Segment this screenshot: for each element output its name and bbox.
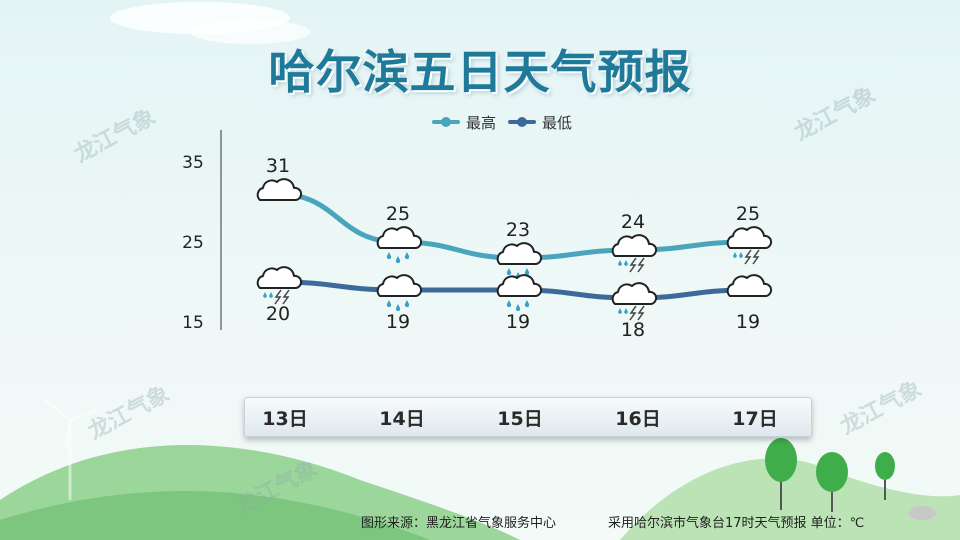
page-title: 哈尔滨五日天气预报 (268, 45, 692, 99)
green-hill (620, 458, 960, 540)
raindrop (524, 268, 530, 276)
raindrop (263, 292, 267, 298)
data-label-low: 19 (506, 311, 530, 333)
green-hill (0, 491, 430, 540)
data-label-high: 24 (621, 211, 645, 233)
cloud-shape (376, 274, 423, 297)
cloud-shape (376, 226, 423, 249)
legend-label-low: 最低 (542, 113, 573, 132)
cloud-decoration (190, 20, 310, 44)
lightning-bolt (629, 305, 637, 321)
lightning-bolt (274, 289, 282, 305)
data-label-high: 25 (736, 203, 760, 225)
tree-icon (816, 452, 848, 512)
raindrop (624, 260, 628, 266)
cloud-shape (256, 178, 303, 201)
wind-turbine-icon (44, 398, 99, 500)
date-label: 16日 (615, 408, 661, 430)
date-label: 14日 (379, 408, 425, 430)
date-label: 13日 (262, 408, 308, 430)
y-tick-label: 35 (182, 153, 204, 173)
raindrop (524, 300, 530, 308)
cloudy-icon (726, 274, 773, 297)
cloudy-icon (256, 178, 303, 201)
footer-note: 采用哈尔滨市气象台17时天气预报 单位：℃ (608, 516, 865, 531)
legend-swatch-high (432, 117, 460, 127)
lightning-bolt (744, 249, 752, 265)
temperature-chart: 15 25 35 31 25 23 24 25 20 19 19 18 19 (182, 130, 773, 341)
data-label-high: 23 (506, 219, 530, 241)
thunderstorm-icon (611, 282, 658, 321)
date-label: 15日 (497, 408, 543, 430)
raindrop (506, 300, 512, 308)
legend-item-high: 最高 (432, 112, 496, 133)
cloud-shape (611, 282, 658, 305)
legend-swatch-low (508, 117, 537, 127)
footer-source: 图形来源：黑龙江省气象服务中心 (361, 516, 557, 531)
raindrop (515, 304, 521, 312)
stone-decoration (908, 506, 936, 520)
y-tick-label: 25 (182, 233, 204, 253)
data-label-low: 19 (386, 311, 410, 333)
cloud-shape (256, 266, 303, 289)
data-label-high: 31 (266, 155, 290, 177)
y-tick-label: 15 (182, 313, 204, 333)
data-label-low: 20 (266, 303, 290, 325)
raindrop (404, 300, 410, 308)
date-label: 17日 (732, 408, 778, 430)
rain-icon (496, 274, 543, 312)
cloud-shape (726, 274, 773, 297)
thunderstorm-icon (611, 234, 658, 273)
raindrop (386, 252, 392, 260)
raindrop (739, 252, 743, 258)
raindrop (733, 252, 737, 258)
legend-item-low: 最低 (508, 112, 572, 133)
rain-icon (376, 226, 423, 264)
data-label-low: 18 (621, 319, 645, 341)
thunderstorm-icon (726, 226, 773, 265)
lightning-bolt (637, 257, 645, 273)
cloud-shape (496, 274, 543, 297)
data-label-low: 19 (736, 311, 760, 333)
tree-icon (875, 452, 895, 500)
data-label-high: 25 (386, 203, 410, 225)
cloud-shape (726, 226, 773, 249)
cloud-shape (496, 242, 543, 265)
rain-icon (376, 274, 423, 312)
raindrop (618, 260, 622, 266)
rain-icon (496, 242, 543, 280)
raindrop (618, 308, 622, 314)
tree-icon (765, 438, 797, 510)
date-bar (244, 397, 812, 437)
lightning-bolt (637, 305, 645, 321)
raindrop (395, 256, 401, 264)
chart-legend: 最高 最低 (432, 111, 572, 133)
thunderstorm-icon (256, 266, 303, 305)
raindrop (386, 300, 392, 308)
lightning-bolt (752, 249, 760, 265)
lightning-bolt (629, 257, 637, 273)
lightning-bolt (282, 289, 290, 305)
cloud-shape (611, 234, 658, 257)
raindrop (624, 308, 628, 314)
raindrop (506, 268, 512, 276)
raindrop (395, 304, 401, 312)
legend-label-high: 最高 (466, 113, 497, 132)
raindrop (404, 252, 410, 260)
raindrop (269, 292, 273, 298)
